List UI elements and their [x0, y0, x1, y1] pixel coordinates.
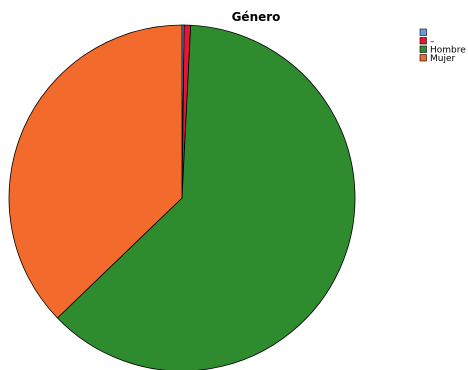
legend-swatch-hombre — [419, 45, 427, 53]
legend-swatch-dash — [419, 37, 427, 45]
legend-label-mujer: Mujer — [430, 54, 456, 64]
pie-slices — [8, 24, 356, 370]
legend-label-hombre: Hombre — [430, 46, 466, 56]
legend-label-dash: – — [430, 37, 435, 47]
chart-title: Género — [232, 10, 281, 24]
legend-swatch-mujer — [419, 54, 427, 62]
pie-slice-hombre — [56, 24, 356, 370]
pie-slice-mujer — [8, 24, 183, 319]
legend-swatch-blank — [419, 28, 427, 36]
